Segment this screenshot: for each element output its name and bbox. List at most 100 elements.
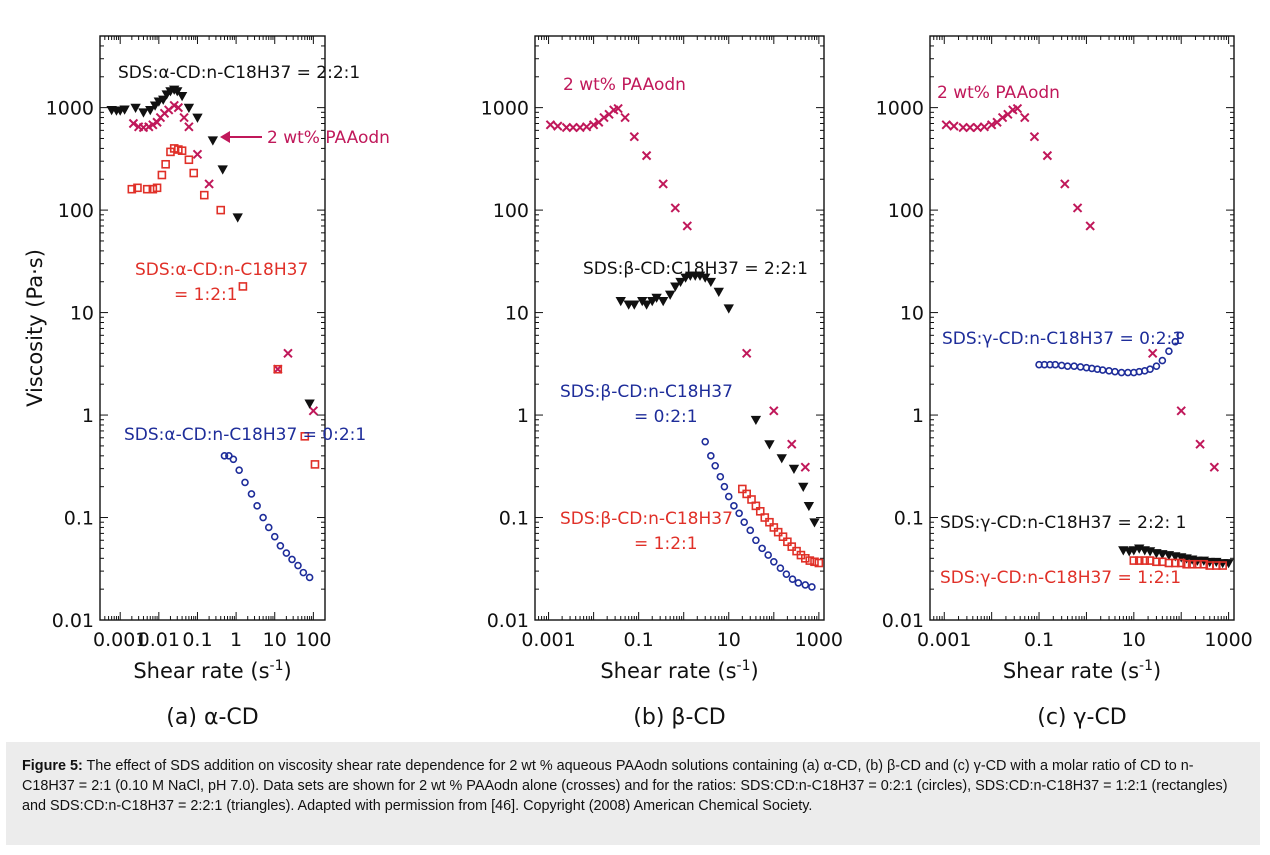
- x-axis-label-end: ): [750, 659, 758, 683]
- data-point: [1182, 559, 1191, 569]
- data-point: [229, 455, 238, 464]
- data-point: [119, 105, 130, 115]
- data-point: [299, 568, 308, 577]
- x-tick-label: 0.1: [624, 629, 654, 651]
- data-point: [701, 437, 710, 446]
- data-point: [735, 509, 743, 518]
- data-point: [207, 136, 219, 146]
- data-point: [997, 112, 1008, 123]
- data-point: [1085, 221, 1095, 231]
- data-point: [553, 121, 563, 131]
- data-point: [172, 87, 183, 97]
- chart-annotation: = 1:2:1: [634, 534, 698, 554]
- x-axis-label-sup: -1: [270, 658, 284, 674]
- data-point: [568, 122, 578, 133]
- data-point: [133, 183, 142, 193]
- data-point: [247, 490, 256, 498]
- panel-label: (a) α-CD: [166, 705, 258, 730]
- data-point: [783, 537, 792, 547]
- data-point: [127, 184, 137, 194]
- x-tick-label: 1000: [795, 629, 843, 651]
- data-point: [1195, 439, 1205, 449]
- data-point: [776, 454, 787, 464]
- data-point: [1152, 557, 1161, 567]
- data-point: [1146, 365, 1154, 374]
- data-point: [259, 513, 267, 522]
- data-point: [965, 122, 975, 133]
- data-point: [204, 179, 214, 189]
- data-point: [1187, 559, 1197, 569]
- data-point: [294, 561, 302, 570]
- series-cross: [128, 100, 319, 416]
- series-cross: [941, 103, 1220, 472]
- data-point: [801, 554, 810, 563]
- data-point: [1076, 363, 1085, 371]
- data-point: [545, 120, 556, 130]
- data-point: [148, 120, 158, 130]
- data-point: [641, 150, 652, 161]
- y-tick-label: 1: [912, 405, 924, 427]
- data-point: [273, 364, 283, 374]
- data-point: [788, 575, 797, 584]
- data-point: [764, 440, 775, 450]
- data-point: [765, 517, 774, 527]
- data-point: [238, 282, 248, 291]
- y-tick-label: 1000: [876, 98, 924, 120]
- data-point: [805, 556, 815, 565]
- data-point: [770, 557, 778, 566]
- data-point: [682, 221, 692, 231]
- data-point: [308, 406, 319, 416]
- x-tick-label: 10: [1122, 629, 1146, 651]
- series-square: [127, 144, 320, 469]
- data-point: [787, 542, 797, 551]
- data-point: [235, 466, 243, 474]
- data-point: [670, 282, 681, 292]
- data-point: [958, 122, 968, 133]
- annotation-arrowhead: [220, 131, 230, 143]
- data-point: [675, 277, 686, 288]
- chart-panel-3: 0.01 0.1 1 10 100 1000 0.001 0.1 10 1000 Shear rat…: [876, 35, 1253, 730]
- y-tick-label: 1000: [46, 98, 94, 120]
- data-point: [1176, 406, 1186, 416]
- y-tick-label: 1: [517, 405, 529, 427]
- x-axis-label-main: Shear rate (s: [600, 659, 736, 683]
- x-axis-label-end: ): [1153, 659, 1161, 683]
- data-point: [741, 348, 752, 359]
- data-point: [581, 122, 592, 132]
- data-point: [705, 277, 717, 288]
- data-point: [1105, 367, 1113, 375]
- data-point: [782, 570, 791, 578]
- data-point: [664, 290, 676, 300]
- data-point: [220, 452, 229, 460]
- y-tick-label: 1: [82, 405, 94, 427]
- chart-annotation: SDS:γ-CD:n-C18H37 = 2:2: 1: [940, 513, 1186, 533]
- data-point: [808, 583, 816, 591]
- data-point: [1165, 347, 1173, 355]
- data-point: [716, 472, 725, 481]
- data-point: [746, 526, 755, 535]
- data-point: [801, 581, 810, 589]
- data-point: [769, 523, 779, 532]
- data-point: [142, 184, 152, 194]
- data-point: [711, 461, 720, 470]
- data-point: [179, 112, 189, 123]
- x-axis-label-sup: -1: [737, 658, 751, 674]
- data-point: [1057, 361, 1066, 370]
- chart-annotation: 2 wt% PAAodn: [937, 83, 1060, 103]
- data-point: [755, 507, 765, 516]
- chart-annotation: SDS:γ-CD:n-C18H37 = 1:2:1: [940, 568, 1181, 588]
- data-point: [641, 300, 652, 310]
- y-tick-label: 1000: [481, 98, 529, 120]
- data-point: [253, 502, 261, 510]
- data-point: [176, 92, 188, 102]
- x-axis-label-main: Shear rate (s: [133, 659, 269, 683]
- data-point: [173, 102, 184, 113]
- data-point: [157, 170, 167, 180]
- data-point: [1147, 348, 1158, 359]
- x-tick-label: 1: [230, 629, 242, 651]
- y-tick-label: 0.01: [52, 610, 94, 632]
- data-point: [949, 121, 959, 131]
- data-point: [794, 579, 803, 587]
- data-point: [192, 113, 203, 123]
